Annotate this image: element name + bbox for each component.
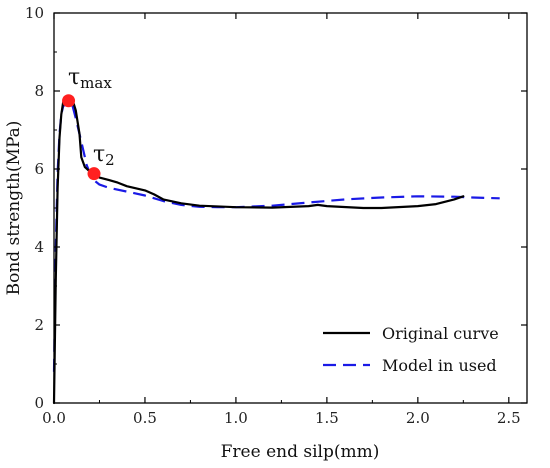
plot-border bbox=[53, 12, 528, 404]
x-tick-label: 1.0 bbox=[224, 409, 248, 427]
y-tick-label: 8 bbox=[34, 82, 44, 100]
annotations: τmax τ2 bbox=[68, 65, 115, 169]
tau-2-label: τ2 bbox=[93, 142, 115, 169]
legend-label-model: Model in used bbox=[382, 356, 497, 375]
y-tick-label: 4 bbox=[34, 238, 44, 256]
tau-max-symbol: τ bbox=[68, 65, 80, 90]
legend: Original curve Model in used bbox=[323, 324, 499, 375]
legend-label-original: Original curve bbox=[382, 324, 499, 343]
y-tick-label: 2 bbox=[34, 316, 44, 334]
x-tick-label: 0.5 bbox=[133, 409, 157, 427]
axes-frame bbox=[53, 12, 528, 404]
x-tick-label: 1.5 bbox=[315, 409, 339, 427]
y-tick-label: 0 bbox=[34, 394, 44, 412]
x-tick-label: 0.0 bbox=[42, 409, 66, 427]
tau-2-subscript: 2 bbox=[105, 151, 115, 169]
axis-ticks: 0.0 0.5 1.0 1.5 2.0 2.5 0 2 4 6 8 10 bbox=[25, 4, 527, 427]
x-tick-label: 2.5 bbox=[497, 409, 521, 427]
x-tick-label: 2.0 bbox=[406, 409, 430, 427]
x-axis-title: Free end silp(mm) bbox=[221, 442, 380, 462]
plot-area bbox=[52, 94, 500, 405]
tau-max-subscript: max bbox=[80, 74, 112, 92]
tau-max-point bbox=[62, 94, 76, 108]
tau-2-symbol: τ bbox=[93, 142, 105, 167]
y-tick-label: 10 bbox=[25, 4, 44, 22]
y-axis-title: Bond strength(MPa) bbox=[4, 121, 24, 296]
tau-max-label: τmax bbox=[68, 65, 112, 92]
y-tick-label: 6 bbox=[34, 160, 44, 178]
tau-2-point bbox=[87, 167, 101, 181]
